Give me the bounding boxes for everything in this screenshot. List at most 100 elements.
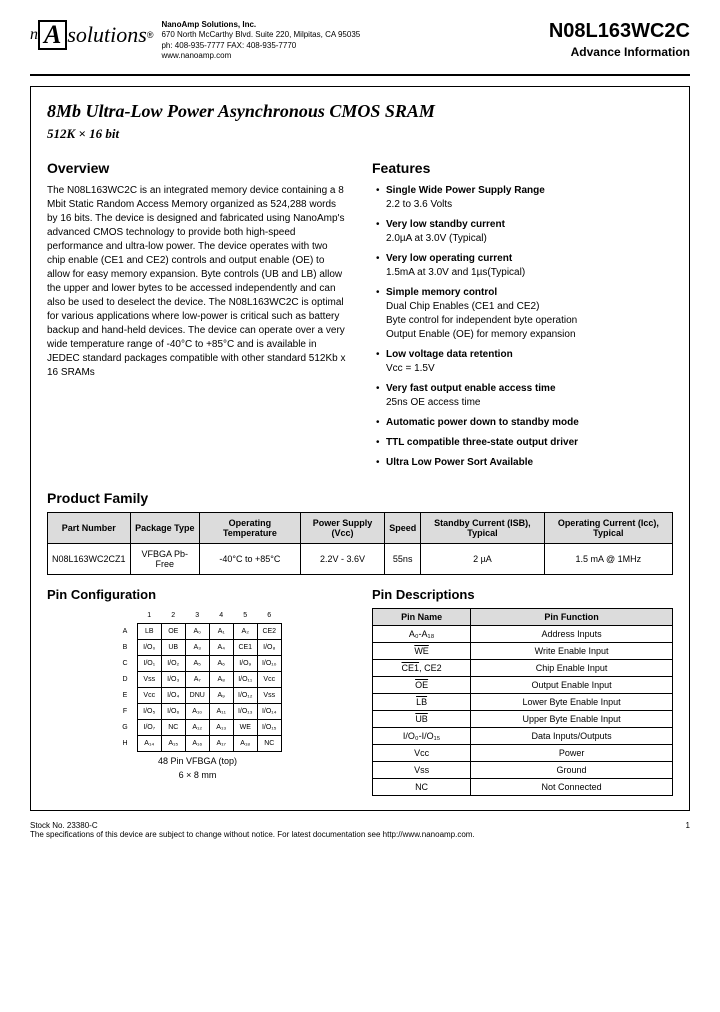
features-heading: Features [372, 160, 673, 176]
bga-pin-cell: A₈ [209, 672, 233, 688]
pin-function-cell: Lower Byte Enable Input [471, 693, 673, 710]
bga-pin-cell: A₇ [185, 672, 209, 688]
pin-name-cell: Vss [373, 761, 471, 778]
feature-bold: Automatic power down to standby mode [386, 416, 673, 430]
family-cell: 55ns [385, 543, 421, 574]
bga-pin-cell: A₆ [209, 656, 233, 672]
family-col-header: Part Number [48, 512, 131, 543]
bga-pin-cell: I/O₁ [137, 656, 161, 672]
overview-column: Overview The N08L163WC2C is an integrate… [47, 160, 348, 476]
feature-bold: Very fast output enable access time [386, 382, 673, 396]
stock-number: Stock No. 23380-C [30, 821, 475, 830]
features-list: Single Wide Power Supply Range2.2 to 3.6… [372, 184, 673, 470]
bga-pin-cell: I/O₀ [137, 640, 161, 656]
bga-pin-cell: Vcc [137, 688, 161, 704]
feature-sub: 25ns OE access time [386, 396, 673, 410]
subtitle: 512K × 16 bit [47, 126, 673, 142]
bga-col-label: 4 [209, 608, 233, 624]
bga-row-label: G [113, 720, 137, 736]
feature-sub: Output Enable (OE) for memory expansion [386, 328, 673, 342]
footer: Stock No. 23380-C The specifications of … [30, 821, 690, 839]
bga-pin-cell: I/O₃ [161, 672, 185, 688]
bga-row-label: B [113, 640, 137, 656]
feature-sub: Vcc = 1.5V [386, 362, 673, 376]
bga-pin-cell: I/O₄ [161, 688, 185, 704]
pin-function-cell: Ground [471, 761, 673, 778]
bga-pin-cell: A₁₃ [209, 720, 233, 736]
bga-pin-cell: OE [161, 624, 185, 640]
bga-pin-cell: A₁₇ [209, 736, 233, 752]
bga-pin-cell: A₁₂ [185, 720, 209, 736]
datasheet-page: nAsolutions® NanoAmp Solutions, Inc. 670… [0, 0, 720, 859]
bga-pin-cell: I/O₁₂ [233, 688, 257, 704]
pin-function-cell: Chip Enable Input [471, 659, 673, 676]
pin-name-cell: I/O₀-I/O₁₅ [373, 727, 471, 744]
family-col-header: Operating Current (Icc), Typical [544, 512, 672, 543]
logo-a: A [38, 20, 67, 50]
pin-function-cell: Power [471, 744, 673, 761]
pin-name-cell: WE [373, 642, 471, 659]
bga-pin-cell: A₁ [209, 624, 233, 640]
pin-function-cell: Upper Byte Enable Input [471, 710, 673, 727]
bga-pin-cell: NC [161, 720, 185, 736]
pin-function-cell: Address Inputs [471, 625, 673, 642]
feature-sub: Byte control for independent byte operat… [386, 314, 673, 328]
bga-row-label: E [113, 688, 137, 704]
feature-item: Very low operating current1.5mA at 3.0V … [376, 252, 673, 280]
content-box: 8Mb Ultra-Low Power Asynchronous CMOS SR… [30, 86, 690, 811]
header-right: N08L163WC2C Advance Information [549, 20, 690, 59]
logo-solutions: solutions [67, 22, 146, 48]
bga-pin-cell: UB [161, 640, 185, 656]
bga-pin-cell: A₄ [209, 640, 233, 656]
bga-pin-cell: A₁₄ [137, 736, 161, 752]
bga-pin-cell: NC [257, 736, 281, 752]
product-family-table: Part NumberPackage TypeOperating Tempera… [47, 512, 673, 575]
pin-function-cell: Data Inputs/Outputs [471, 727, 673, 744]
pin-desc-heading: Pin Descriptions [372, 587, 673, 602]
pin-name-cell: LB [373, 693, 471, 710]
feature-bold: Simple memory control [386, 286, 673, 300]
bga-row-label: H [113, 736, 137, 752]
bga-pin-cell: Vcc [257, 672, 281, 688]
bga-row-label: F [113, 704, 137, 720]
bga-caption-2: 6 × 8 mm [47, 770, 348, 780]
feature-item: Very low standby current2.0µA at 3.0V (T… [376, 218, 673, 246]
feature-sub: 1.5mA at 3.0V and 1µs(Typical) [386, 266, 673, 280]
bga-col-label: 1 [137, 608, 161, 624]
family-col-header: Power Supply (Vcc) [300, 512, 384, 543]
feature-bold: Ultra Low Power Sort Available [386, 456, 673, 470]
header-divider [30, 74, 690, 76]
bga-pin-cell: I/O₁₁ [233, 672, 257, 688]
family-col-header: Speed [385, 512, 421, 543]
bottom-row: Pin Configuration 123456ALBOEA₀A₁A₂CE2BI… [47, 587, 673, 796]
feature-item: Low voltage data retentionVcc = 1.5V [376, 348, 673, 376]
feature-sub: 2.2 to 3.6 Volts [386, 198, 673, 212]
bga-pin-cell: I/O₆ [161, 704, 185, 720]
pin-name-cell: NC [373, 778, 471, 795]
bga-row-label: A [113, 624, 137, 640]
bga-pin-cell: I/O₉ [233, 656, 257, 672]
pin-function-cell: Not Connected [471, 778, 673, 795]
logo-n: n [30, 26, 38, 44]
overview-heading: Overview [47, 160, 348, 176]
bga-col-label: 3 [185, 608, 209, 624]
company-contact: ph: 408-935-7777 FAX: 408-935-7770 [161, 41, 360, 51]
feature-bold: Very low standby current [386, 218, 673, 232]
family-cell: 1.5 mA @ 1MHz [544, 543, 672, 574]
bga-pinout-table: 123456ALBOEA₀A₁A₂CE2BI/O₀UBA₃A₄CE1I/O₈CI… [113, 608, 282, 753]
bga-pin-cell: A₁₆ [185, 736, 209, 752]
pin-function-cell: Output Enable Input [471, 676, 673, 693]
bga-pin-cell: I/O₁₃ [233, 704, 257, 720]
bga-pin-cell: WE [233, 720, 257, 736]
company-name: NanoAmp Solutions, Inc. [161, 20, 360, 30]
bga-col-label: 6 [257, 608, 281, 624]
pin-name-cell: UB [373, 710, 471, 727]
bga-pin-cell: A₁₅ [161, 736, 185, 752]
bga-pin-cell: A₁₈ [233, 736, 257, 752]
bga-pin-cell: A₁₁ [209, 704, 233, 720]
bga-pin-cell: A₀ [185, 624, 209, 640]
feature-bold: Low voltage data retention [386, 348, 673, 362]
product-family-heading: Product Family [47, 490, 673, 506]
overview-text: The N08L163WC2C is an integrated memory … [47, 184, 348, 380]
pin-descriptions-section: Pin Descriptions Pin NamePin FunctionA₀-… [372, 587, 673, 796]
